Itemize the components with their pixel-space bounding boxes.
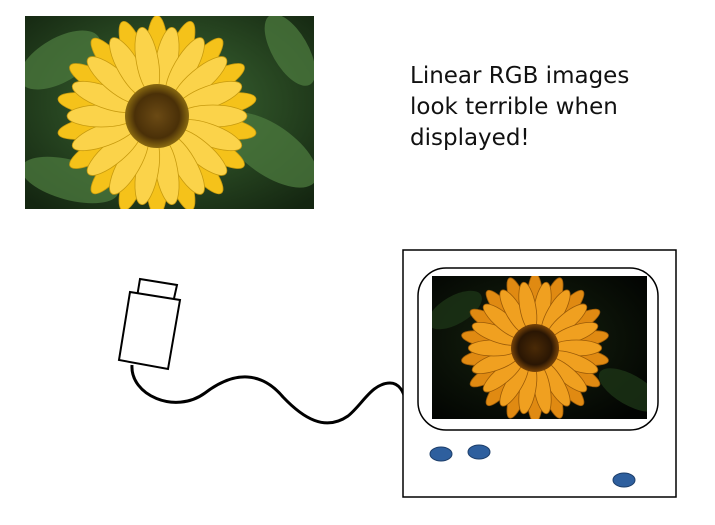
monitor-button[interactable] [612, 472, 636, 488]
usb-plug-icon [117, 277, 182, 371]
caption-line: look terrible when [410, 94, 618, 120]
sunflower-petals [57, 16, 257, 209]
screen-sunflower-petals [461, 276, 609, 419]
sunflower-center [125, 84, 189, 148]
caption-text: Linear RGB images look terrible when dis… [410, 61, 700, 154]
caption-line: Linear RGB images [410, 63, 630, 89]
screen-sunflower-center [511, 324, 559, 372]
monitor-button[interactable] [467, 444, 491, 460]
monitor-button[interactable] [429, 446, 453, 462]
caption-line: displayed! [410, 125, 530, 151]
cable [130, 364, 407, 425]
sunflower-photo [25, 16, 314, 209]
dark-sunflower-photo [432, 276, 647, 419]
